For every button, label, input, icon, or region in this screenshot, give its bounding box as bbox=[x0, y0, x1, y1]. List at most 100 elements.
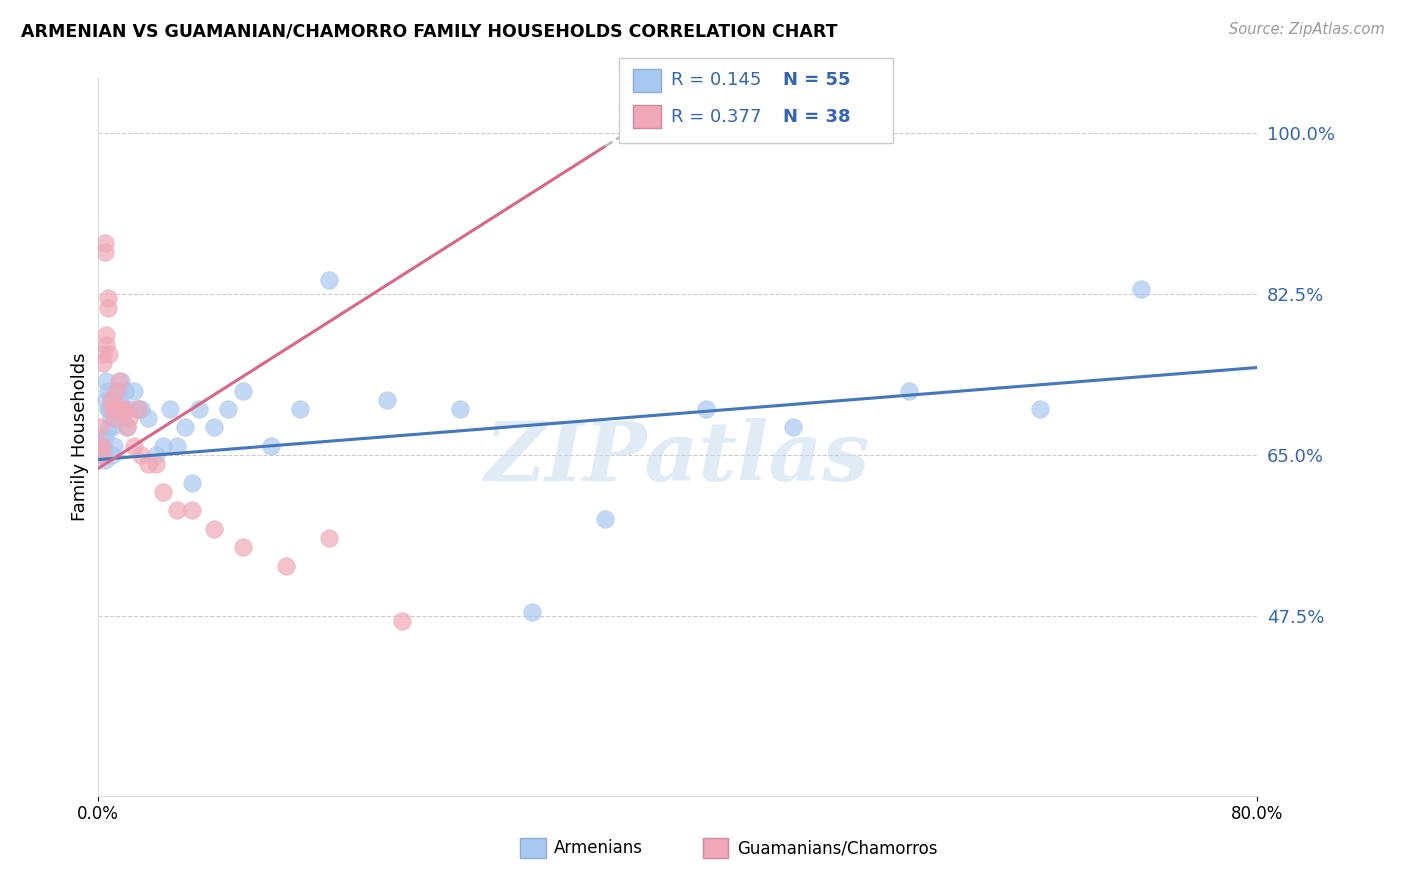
Point bbox=[114, 384, 136, 398]
Point bbox=[695, 401, 717, 416]
Point bbox=[129, 448, 152, 462]
Point bbox=[97, 292, 120, 306]
Point bbox=[108, 375, 131, 389]
Text: Source: ZipAtlas.com: Source: ZipAtlas.com bbox=[1229, 22, 1385, 37]
Point bbox=[101, 420, 124, 434]
Point bbox=[318, 273, 340, 287]
Point bbox=[93, 347, 115, 361]
Point bbox=[89, 439, 111, 453]
Point bbox=[449, 401, 471, 416]
Point bbox=[159, 401, 181, 416]
Point bbox=[94, 236, 117, 251]
Text: Armenians: Armenians bbox=[554, 839, 643, 857]
Point bbox=[105, 384, 128, 398]
Point bbox=[110, 375, 132, 389]
Point bbox=[118, 401, 141, 416]
Point bbox=[173, 420, 195, 434]
Point bbox=[97, 401, 120, 416]
Point bbox=[93, 448, 115, 462]
Point bbox=[166, 503, 188, 517]
Point bbox=[391, 614, 413, 628]
Point bbox=[107, 401, 129, 416]
Point bbox=[152, 484, 174, 499]
Y-axis label: Family Households: Family Households bbox=[72, 352, 89, 521]
Point bbox=[127, 401, 149, 416]
Point bbox=[115, 420, 138, 434]
Point bbox=[623, 126, 645, 140]
Point bbox=[115, 420, 138, 434]
Point bbox=[98, 401, 121, 416]
Text: ZIPatlas: ZIPatlas bbox=[485, 418, 870, 498]
Point bbox=[96, 375, 118, 389]
Point bbox=[180, 475, 202, 490]
Point bbox=[93, 356, 115, 370]
Point bbox=[104, 401, 127, 416]
Text: R = 0.377: R = 0.377 bbox=[671, 108, 761, 126]
Point bbox=[136, 457, 159, 471]
Point bbox=[111, 411, 134, 425]
Point bbox=[103, 439, 125, 453]
Point bbox=[898, 384, 921, 398]
Point bbox=[94, 443, 117, 458]
Point bbox=[94, 452, 117, 467]
Point bbox=[105, 411, 128, 425]
Text: ARMENIAN VS GUAMANIAN/CHAMORRO FAMILY HOUSEHOLDS CORRELATION CHART: ARMENIAN VS GUAMANIAN/CHAMORRO FAMILY HO… bbox=[21, 22, 838, 40]
Point bbox=[202, 420, 225, 434]
Point bbox=[89, 420, 111, 434]
Point bbox=[1028, 401, 1050, 416]
Point bbox=[98, 347, 121, 361]
Point bbox=[118, 411, 141, 425]
Point bbox=[188, 401, 211, 416]
Point bbox=[90, 443, 112, 458]
Point bbox=[94, 245, 117, 260]
Point bbox=[108, 392, 131, 407]
Text: Guamanians/Chamorros: Guamanians/Chamorros bbox=[737, 839, 938, 857]
Point bbox=[274, 558, 297, 573]
Point bbox=[377, 392, 399, 407]
Point bbox=[782, 420, 804, 434]
Point bbox=[110, 401, 132, 416]
Point bbox=[152, 439, 174, 453]
Point bbox=[145, 457, 167, 471]
Point bbox=[96, 328, 118, 343]
Text: N = 38: N = 38 bbox=[783, 108, 851, 126]
Point bbox=[318, 531, 340, 545]
Point bbox=[112, 401, 135, 416]
Point bbox=[112, 401, 135, 416]
Point bbox=[231, 540, 253, 554]
Point bbox=[260, 439, 283, 453]
Point bbox=[129, 401, 152, 416]
Point bbox=[93, 439, 115, 453]
Point bbox=[97, 301, 120, 315]
Point bbox=[90, 439, 112, 453]
Point bbox=[100, 392, 122, 407]
Point bbox=[522, 605, 544, 619]
Point bbox=[100, 411, 122, 425]
Point bbox=[136, 411, 159, 425]
Point bbox=[89, 439, 111, 453]
Point bbox=[104, 401, 127, 416]
Point bbox=[122, 439, 145, 453]
Point bbox=[202, 522, 225, 536]
Point bbox=[290, 401, 312, 416]
Point bbox=[94, 429, 117, 443]
Text: R = 0.145: R = 0.145 bbox=[671, 71, 761, 89]
Text: N = 55: N = 55 bbox=[783, 71, 851, 89]
Point bbox=[98, 420, 121, 434]
Point bbox=[145, 448, 167, 462]
Point bbox=[217, 401, 239, 416]
Point bbox=[180, 503, 202, 517]
Point bbox=[96, 392, 118, 407]
Point bbox=[103, 411, 125, 425]
Point bbox=[127, 401, 149, 416]
Point bbox=[100, 392, 122, 407]
Point bbox=[231, 384, 253, 398]
Point bbox=[96, 337, 118, 351]
Point bbox=[593, 512, 616, 526]
Point bbox=[1130, 282, 1153, 296]
Point bbox=[107, 384, 129, 398]
Point bbox=[101, 448, 124, 462]
Point bbox=[90, 448, 112, 462]
Point bbox=[166, 439, 188, 453]
Point bbox=[90, 429, 112, 443]
